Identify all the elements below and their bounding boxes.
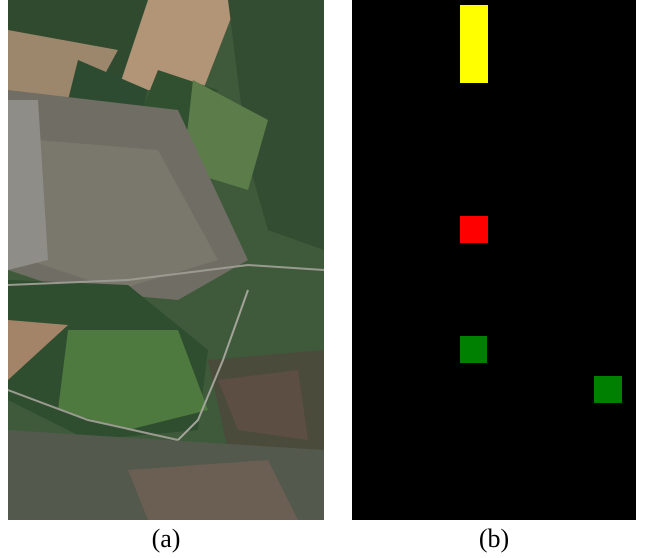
segmentation-mask <box>352 0 636 520</box>
yellow-region <box>460 5 488 83</box>
green-region-left <box>460 336 487 363</box>
aerial-image <box>7 0 325 520</box>
caption-b: (b) <box>478 524 510 553</box>
red-region <box>460 216 488 243</box>
green-region-right <box>594 376 622 403</box>
caption-a: (a) <box>151 524 181 553</box>
